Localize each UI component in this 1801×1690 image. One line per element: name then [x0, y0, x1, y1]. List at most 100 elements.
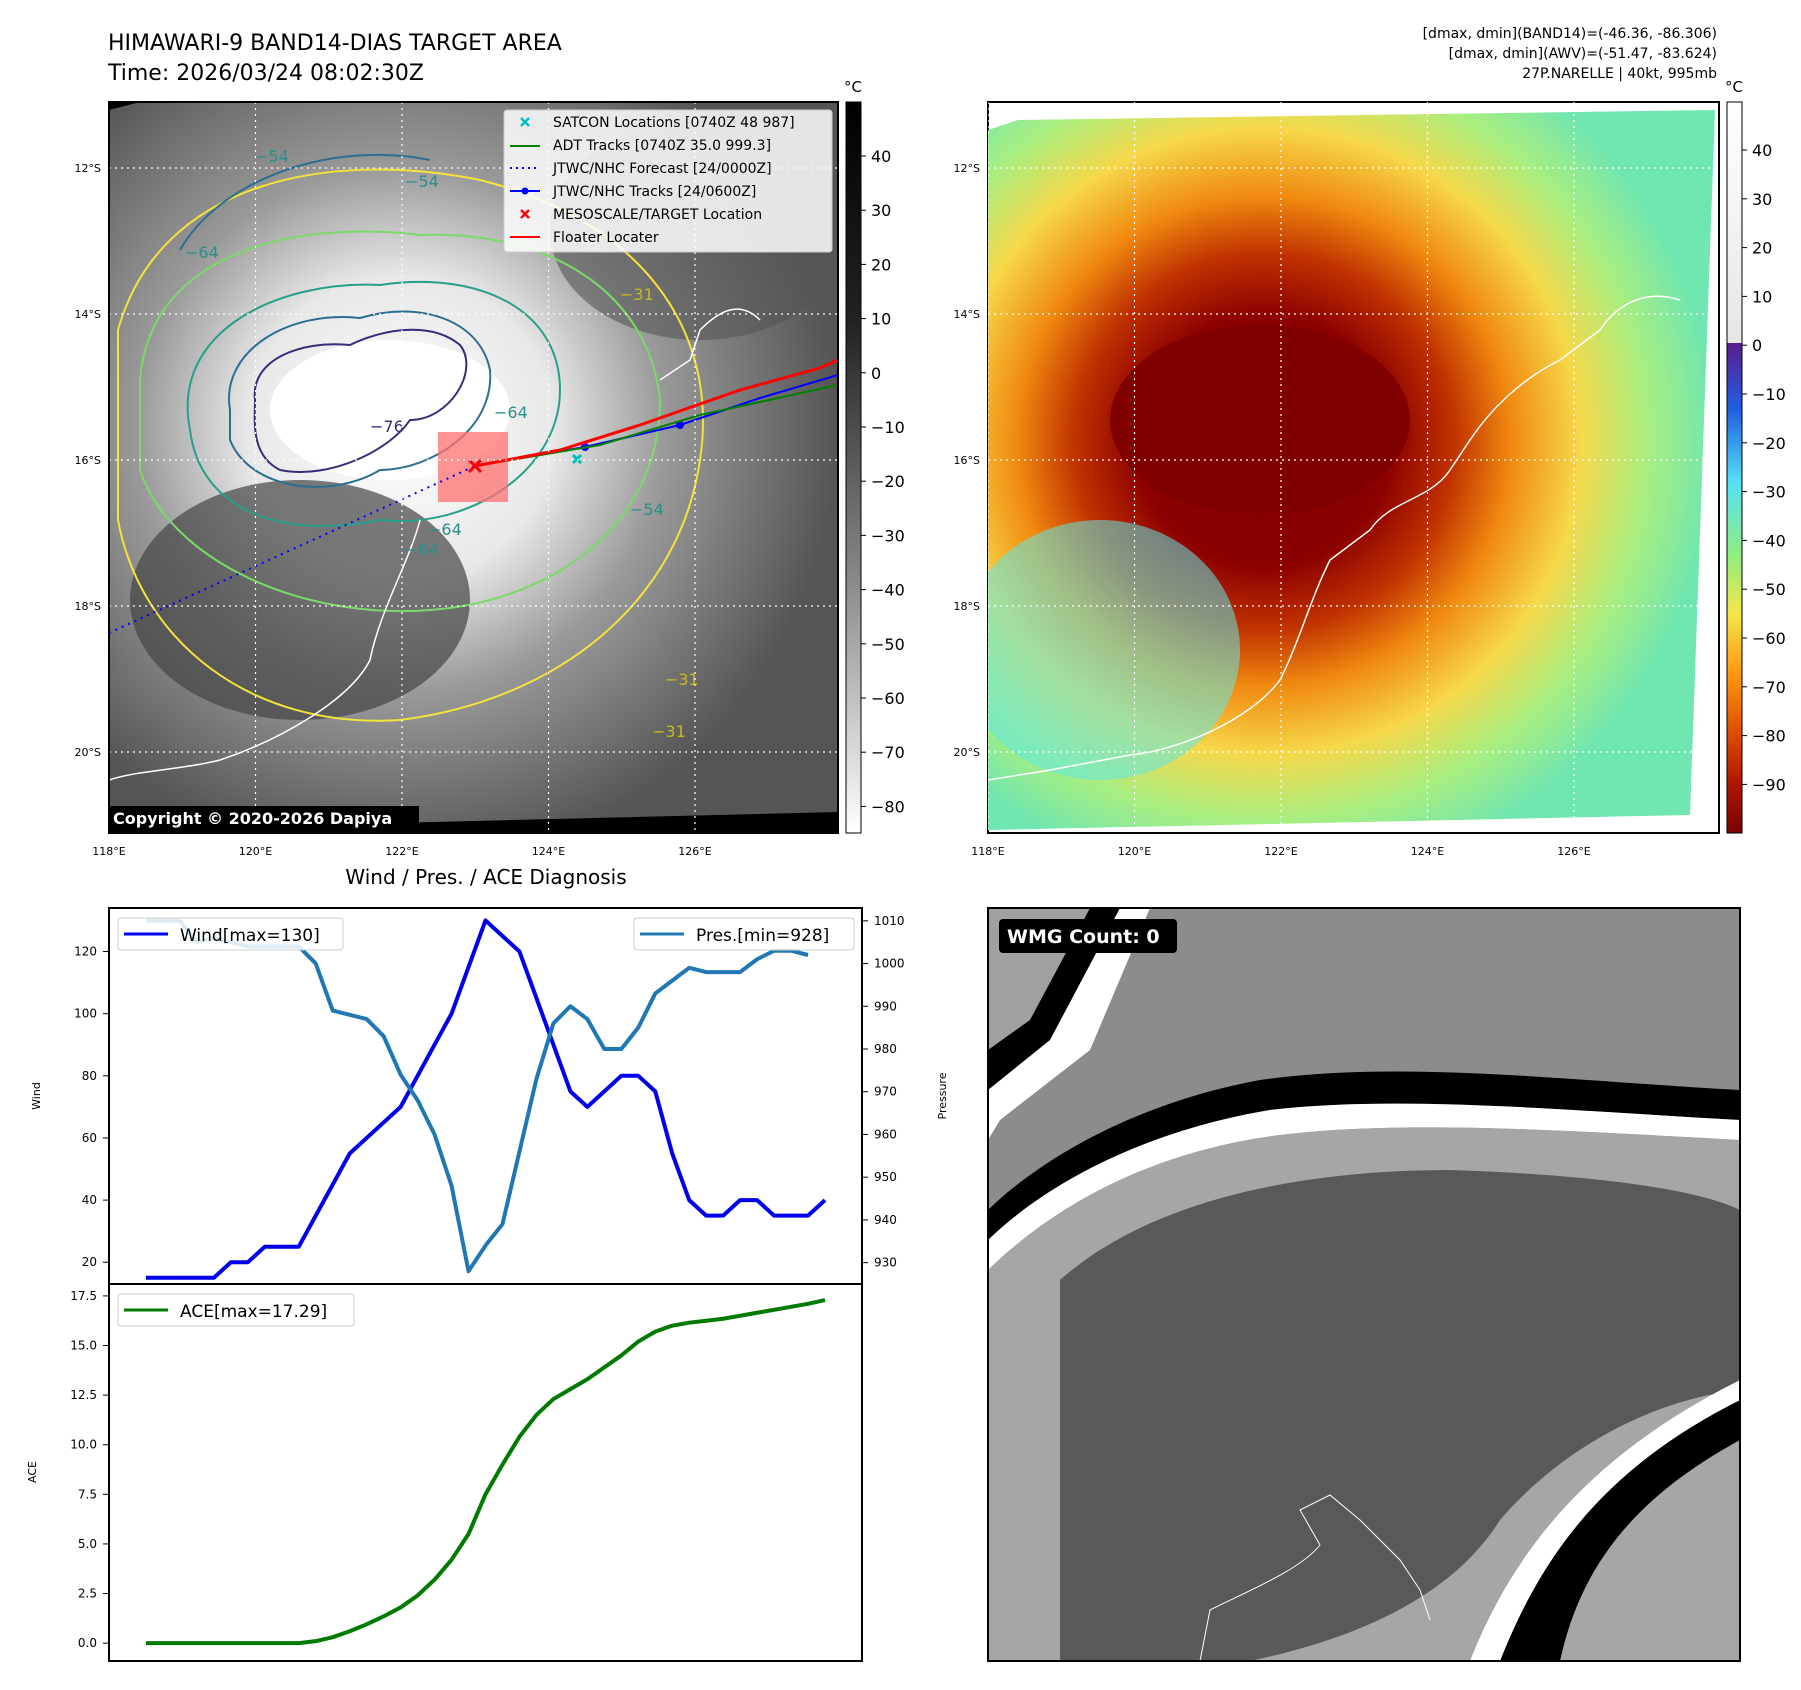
- colorbar-tick-label: 40: [1752, 141, 1772, 160]
- left-map-lat-labels: 12°S 14°S 16°S 18°S 20°S: [75, 162, 101, 759]
- colorbar-tick-label: 30: [871, 201, 891, 220]
- colorbar-tick-label: −60: [1752, 629, 1786, 648]
- lon-tick-label: 118°E: [971, 845, 1004, 858]
- right-colorbar: [1726, 101, 1743, 834]
- lon-tick-label: 126°E: [678, 845, 711, 858]
- wmg-dark-core: [1060, 1170, 1740, 1661]
- lat-tick-label: 16°S: [75, 454, 101, 467]
- lon-tick-label: 124°E: [1411, 845, 1444, 858]
- contour-label: −54: [255, 147, 289, 166]
- wind-legend-box: [117, 917, 344, 951]
- colorbar-tick-label: −60: [871, 689, 905, 708]
- colorbar-tick-label: −40: [871, 581, 905, 600]
- ace-ytick-label: 17.5: [70, 1289, 97, 1303]
- ace-frame: [108, 1283, 863, 1662]
- lat-tick-label: 14°S: [954, 308, 980, 321]
- left-colorbar: [845, 101, 862, 834]
- lon-tick-label: 122°E: [1264, 845, 1297, 858]
- lat-tick-label: 16°S: [954, 454, 980, 467]
- legend-label: JTWC/NHC Forecast [24/0000Z]: [552, 161, 772, 177]
- contour-label: −31: [665, 670, 699, 689]
- pressure-ytick-label: 960: [874, 1127, 897, 1141]
- wmg-frame: [987, 907, 1741, 1662]
- copyright-text: Copyright © 2020-2026 Dapiya: [113, 809, 392, 828]
- right-map-lon-labels: 118°E 120°E 122°E 124°E 126°E: [971, 845, 1590, 858]
- lon-tick-label: 118°E: [92, 845, 125, 858]
- colorbar-tick-label: 10: [1752, 287, 1772, 306]
- legend-label: ADT Tracks [0740Z 35.0 999.3]: [553, 138, 771, 154]
- contour-31: [117, 168, 705, 722]
- left-map-frame: [108, 101, 839, 834]
- left-colorbar-unit: °C: [844, 78, 862, 96]
- ace-ytick-label: 10.0: [70, 1438, 97, 1452]
- figure-time: Time: 2026/03/24 08:02:30Z: [107, 61, 424, 86]
- colorbar-tick-label: −10: [871, 418, 905, 437]
- legend-label: Floater Locater: [553, 230, 659, 246]
- colorbar-tick-label: −80: [871, 797, 905, 816]
- contour-label: −64: [405, 540, 439, 559]
- wind-pressure-ticks: 20 40 60 80 100 120 930 940 950 960 970 980 990 1000 1…: [74, 914, 904, 1270]
- pressure-ytick-label: 930: [874, 1256, 897, 1270]
- ace-ytick-label: 15.0: [70, 1339, 97, 1353]
- colorbar-tick-label: −10: [1752, 385, 1786, 404]
- lon-tick-label: 120°E: [239, 845, 272, 858]
- ace-axis-label: ACE: [26, 1461, 39, 1483]
- contour-76: [253, 328, 468, 473]
- colorbar-tick-label: −50: [1752, 580, 1786, 599]
- left-map-imagery: −54 −54 −64 −31 −64 −76 −64 −54 −64 −31 …: [109, 102, 838, 833]
- floater-locater-track: [474, 358, 838, 468]
- ace-legend-label: ACE[max=17.29]: [180, 1302, 327, 1322]
- pressure-legend-label: Pres.[min=928]: [696, 926, 829, 946]
- wind-ytick-label: 40: [82, 1193, 97, 1207]
- info-line-awv: [dmax, dmin](AWV)=(-51.47, -83.624): [1449, 46, 1717, 62]
- ir-clear-region-sw: [130, 480, 470, 720]
- contour-64: [228, 310, 492, 488]
- left-map-legend: SATCON Locations [0740Z 48 987] ADT Trac…: [503, 109, 833, 253]
- ace-ytick-label: 0.0: [78, 1636, 97, 1650]
- colorbar-tick-label: −20: [871, 472, 905, 491]
- copyright-badge: [109, 806, 419, 830]
- lat-tick-label: 12°S: [954, 162, 980, 175]
- colorbar-tick-label: −70: [871, 743, 905, 762]
- coastline-right: [988, 295, 1681, 781]
- info-line-band14: [dmax, dmin](BAND14)=(-46.36, -86.306): [1423, 26, 1717, 42]
- ace-legend-box: [117, 1293, 355, 1327]
- ace-series-line: [146, 1298, 826, 1646]
- pressure-ytick-label: 980: [874, 1042, 897, 1056]
- contour-label: −54: [405, 172, 439, 191]
- wmg-white-arc: [988, 1103, 1740, 1270]
- legend-box: [503, 109, 833, 253]
- pressure-ytick-label: 1010: [874, 914, 905, 928]
- ace-ticks: 0.0 2.5 5.0 7.5 10.0 12.5 15.0 17.5: [70, 1289, 109, 1650]
- right-map-gridlines: [988, 102, 1719, 833]
- legend-jtwc-track-icon: [510, 187, 540, 195]
- colorbar-tick-label: −30: [871, 526, 905, 545]
- lon-tick-label: 124°E: [532, 845, 565, 858]
- wmg-black-arc: [988, 1071, 1740, 1240]
- legend-label: JTWC/NHC Tracks [24/0600Z]: [552, 184, 756, 200]
- contour-label: −64: [494, 403, 528, 422]
- colorbar-tick-label: 0: [1752, 336, 1762, 355]
- figure-title: HIMAWARI-9 BAND14-DIAS TARGET AREA: [108, 31, 562, 56]
- wind-ytick-label: 120: [74, 945, 97, 959]
- lat-tick-label: 20°S: [75, 746, 101, 759]
- jtwc-track-point: [676, 421, 684, 429]
- wmg-imagery: [988, 908, 1740, 1661]
- wind-ytick-label: 100: [74, 1007, 97, 1021]
- wind-ytick-label: 20: [82, 1255, 97, 1269]
- colorbar-tick-label: −40: [1752, 531, 1786, 550]
- ace-lines: [146, 1298, 826, 1646]
- lat-tick-label: 18°S: [954, 600, 980, 613]
- colorbar-tick-label: −50: [871, 635, 905, 654]
- ace-ytick-label: 5.0: [78, 1537, 97, 1551]
- wmg-count-label: WMG Count: 0: [1007, 926, 1160, 948]
- colorbar-tick-label: 0: [871, 364, 881, 383]
- wind-ytick-label: 60: [82, 1131, 97, 1145]
- lon-tick-label: 126°E: [1557, 845, 1590, 858]
- contour-54: [186, 280, 562, 527]
- legend-label: MESOSCALE/TARGET Location: [553, 207, 762, 223]
- left-colorbar-ticks: 40 30 20 10 0 −10 −20 −30 −40 −50 −60 −70 −80: [861, 147, 905, 816]
- lat-tick-label: 20°S: [954, 746, 980, 759]
- ace-chart: 0.0 2.5 5.0 7.5 10.0 12.5 15.0 17.5 ACE ACE[max…: [26, 1283, 863, 1662]
- colorbar-tick-label: 30: [1752, 190, 1772, 209]
